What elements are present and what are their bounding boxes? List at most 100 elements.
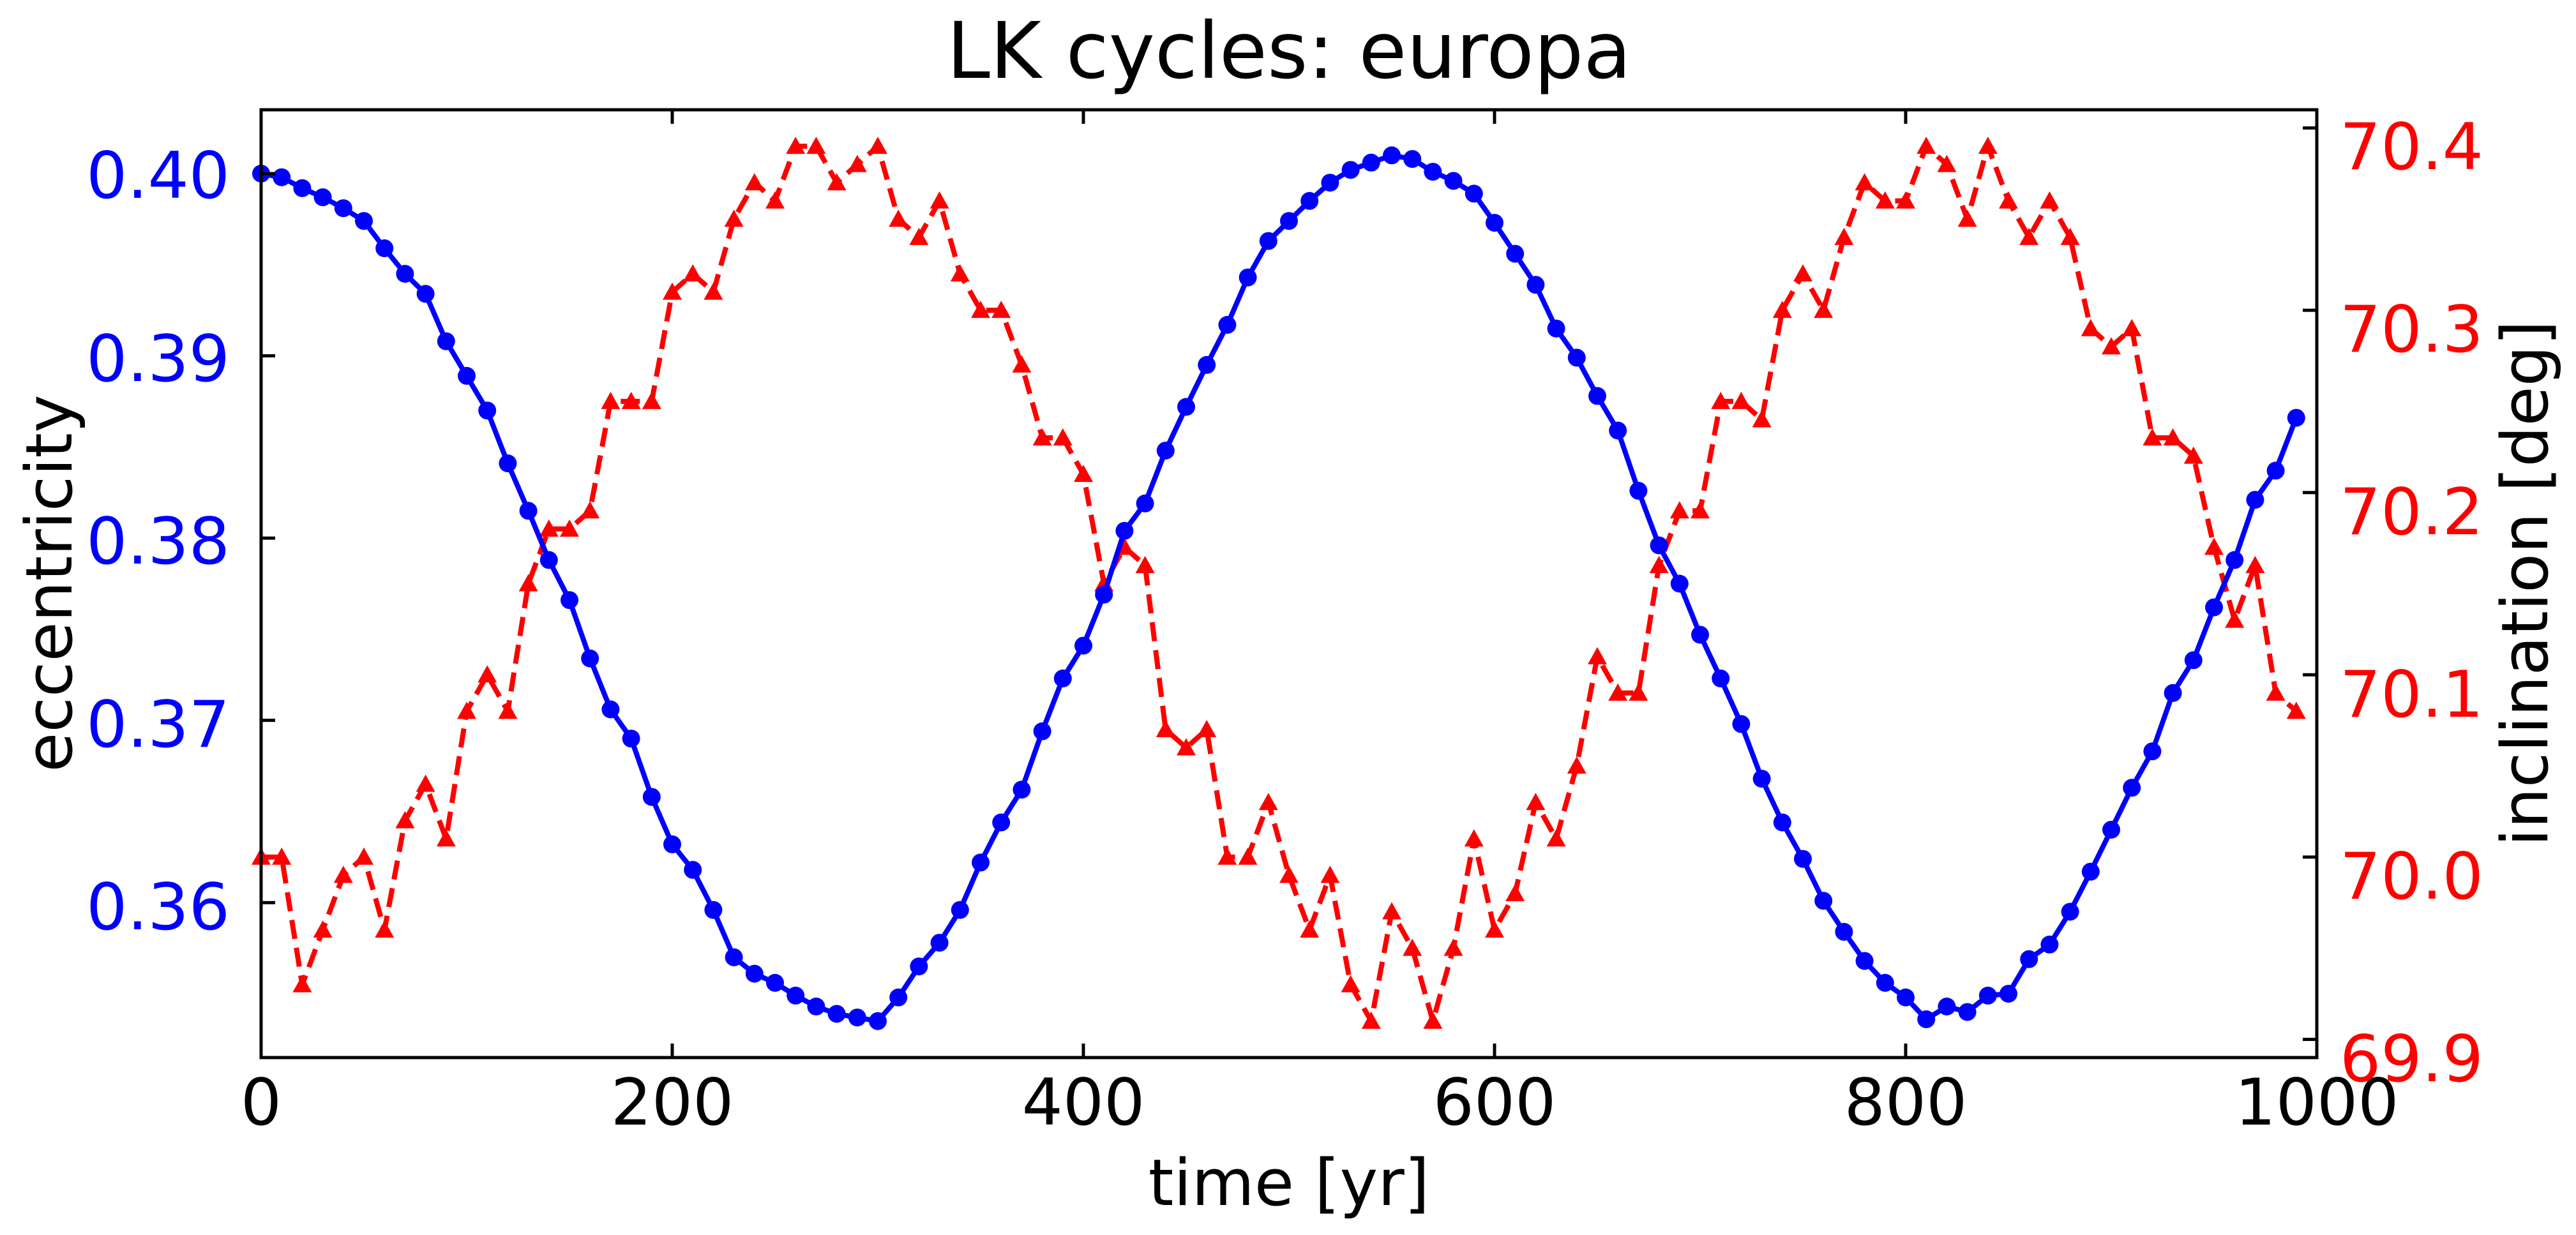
eccentricity-point (1177, 398, 1195, 416)
y-left-tick-label: 0.40 (86, 138, 230, 213)
eccentricity-point (1321, 174, 1339, 192)
inclination-point (950, 264, 970, 282)
inclination-point (539, 519, 559, 537)
eccentricity-point (1752, 770, 1771, 788)
inclination-point (1855, 173, 1874, 191)
eccentricity-point (1465, 184, 1483, 203)
eccentricity-point (1876, 973, 1894, 992)
y-right-tick-label: 69.9 (2340, 1021, 2483, 1097)
inclination-point (1361, 1011, 1381, 1029)
inclination-point (2204, 537, 2224, 555)
eccentricity-point (601, 700, 620, 719)
eccentricity-point (1074, 636, 1092, 655)
eccentricity-point (1115, 521, 1134, 540)
inclination-point (806, 137, 826, 154)
y-left-tick-label: 0.37 (86, 687, 230, 762)
inclination-point (518, 574, 538, 592)
inclination-point (683, 264, 703, 282)
inclination-point (1135, 555, 1155, 573)
eccentricity-point (848, 1008, 866, 1027)
eccentricity-point (869, 1012, 887, 1030)
eccentricity-series (252, 146, 2305, 1030)
inclination-point (1957, 209, 1977, 227)
inclination-series (252, 137, 2306, 1029)
eccentricity-line (260, 153, 2299, 1024)
eccentricity-point (2061, 902, 2079, 921)
inclination-point (744, 173, 764, 191)
inclination-point (601, 391, 621, 409)
inclination-point (1053, 428, 1073, 446)
inclination-point (2266, 683, 2286, 701)
eccentricity-point (561, 591, 578, 610)
inclination-point (1443, 938, 1463, 956)
eccentricity-point (1547, 319, 1565, 338)
inclination-point (457, 701, 476, 719)
eccentricity-point (1506, 244, 1525, 263)
eccentricity-point (2123, 779, 2141, 797)
eccentricity-point (437, 332, 455, 350)
inclination-point (1032, 428, 1052, 446)
inclination-point (1752, 410, 1772, 428)
inclination-point (1423, 1011, 1443, 1029)
inclination-point (1608, 683, 1628, 701)
eccentricity-point (725, 948, 743, 966)
eccentricity-point (375, 239, 394, 257)
y-left-tick-label: 0.39 (86, 321, 230, 396)
x-tick-label: 800 (1844, 1065, 1968, 1140)
inclination-point (621, 391, 641, 409)
eccentricity-point (1033, 722, 1051, 740)
x-tick-label: 600 (1433, 1065, 1556, 1140)
eccentricity-point (889, 988, 908, 1007)
eccentricity-point (2246, 491, 2264, 509)
eccentricity-point (1588, 387, 1606, 405)
eccentricity-point (1567, 348, 1586, 367)
eccentricity-point (1362, 153, 1380, 172)
inclination-point (704, 282, 723, 300)
inclination-point (1875, 191, 1895, 209)
eccentricity-point (642, 788, 661, 806)
inclination-point (1649, 555, 1669, 573)
inclination-point (2102, 337, 2121, 355)
inclination-point (1177, 738, 1196, 756)
inclination-point (1341, 975, 1360, 992)
eccentricity-point (2266, 461, 2285, 480)
eccentricity-point (1773, 813, 1791, 832)
inclination-point (2286, 701, 2306, 719)
eccentricity-point (1897, 988, 1915, 1007)
inclination-point (1588, 647, 1607, 664)
inclination-point (1526, 793, 1546, 811)
inclination-point (375, 920, 395, 938)
eccentricity-point (1136, 494, 1154, 513)
eccentricity-point (1855, 952, 1874, 970)
eccentricity-point (1486, 214, 1503, 232)
eccentricity-point (499, 454, 517, 472)
eccentricity-point (745, 964, 764, 983)
inclination-point (2183, 446, 2203, 464)
eccentricity-point (1259, 232, 1277, 250)
inclination-point (1238, 847, 1258, 865)
eccentricity-point (396, 265, 414, 283)
eccentricity-point (313, 188, 332, 207)
eccentricity-point (1300, 191, 1319, 210)
eccentricity-point (1978, 986, 1997, 1005)
eccentricity-point (539, 551, 558, 569)
eccentricity-point (766, 973, 784, 992)
inclination-point (1793, 264, 1812, 282)
x-axis-label: time [yr] (1149, 1145, 1429, 1220)
inclination-point (1197, 719, 1217, 737)
y-right-axis-label: inclination [deg] (2487, 320, 2563, 846)
eccentricity-point (2184, 651, 2203, 670)
inclination-point (2060, 227, 2080, 245)
inclination-point (1505, 883, 1525, 901)
eccentricity-point (1403, 150, 1422, 168)
tick-marks (259, 110, 2319, 1058)
eccentricity-point (2102, 821, 2120, 839)
eccentricity-point (355, 212, 373, 230)
eccentricity-point (1691, 625, 1709, 644)
eccentricity-point (787, 986, 805, 1005)
inclination-point (2081, 318, 2100, 336)
eccentricity-point (1156, 442, 1175, 460)
eccentricity-point (827, 1005, 846, 1023)
